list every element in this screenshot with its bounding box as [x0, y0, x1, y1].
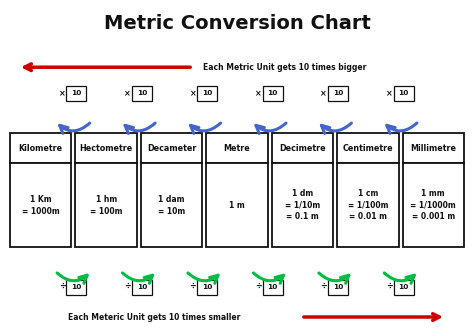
- Text: 10: 10: [333, 284, 343, 290]
- Text: 10: 10: [398, 284, 409, 290]
- Text: ÷: ÷: [386, 282, 392, 291]
- FancyBboxPatch shape: [393, 86, 414, 101]
- Text: ÷: ÷: [320, 282, 327, 291]
- Text: 10: 10: [398, 90, 409, 96]
- FancyBboxPatch shape: [132, 279, 152, 294]
- Text: 1 m: 1 m: [229, 201, 245, 210]
- FancyBboxPatch shape: [263, 279, 283, 294]
- Text: ÷: ÷: [124, 282, 131, 291]
- Text: 1 hm
= 100m: 1 hm = 100m: [90, 195, 122, 215]
- Text: 10: 10: [267, 90, 278, 96]
- FancyBboxPatch shape: [337, 133, 399, 163]
- FancyBboxPatch shape: [66, 86, 86, 101]
- FancyBboxPatch shape: [272, 163, 333, 247]
- Text: Decameter: Decameter: [147, 144, 196, 153]
- FancyBboxPatch shape: [206, 163, 268, 247]
- FancyBboxPatch shape: [328, 279, 348, 294]
- Text: 10: 10: [137, 90, 147, 96]
- Text: 10: 10: [333, 90, 343, 96]
- FancyBboxPatch shape: [393, 279, 414, 294]
- Text: 10: 10: [202, 284, 212, 290]
- Text: 1 Km
= 1000m: 1 Km = 1000m: [22, 195, 60, 215]
- Text: Metric Conversion Chart: Metric Conversion Chart: [103, 14, 371, 33]
- Text: 10: 10: [202, 90, 212, 96]
- Text: 10: 10: [71, 90, 82, 96]
- Text: 10: 10: [71, 284, 82, 290]
- Text: ×: ×: [320, 89, 327, 98]
- FancyBboxPatch shape: [337, 163, 399, 247]
- Text: Metre: Metre: [224, 144, 250, 153]
- Text: ×: ×: [59, 89, 65, 98]
- FancyBboxPatch shape: [132, 86, 152, 101]
- FancyBboxPatch shape: [328, 86, 348, 101]
- FancyBboxPatch shape: [66, 279, 86, 294]
- FancyBboxPatch shape: [10, 163, 72, 247]
- FancyBboxPatch shape: [263, 86, 283, 101]
- FancyBboxPatch shape: [402, 133, 464, 163]
- Text: Each Metric Unit gets 10 times bigger: Each Metric Unit gets 10 times bigger: [203, 63, 366, 72]
- FancyBboxPatch shape: [75, 133, 137, 163]
- Text: ÷: ÷: [190, 282, 196, 291]
- FancyBboxPatch shape: [197, 86, 217, 101]
- FancyBboxPatch shape: [197, 279, 217, 294]
- Text: 1 dam
= 10m: 1 dam = 10m: [158, 195, 185, 215]
- Text: ÷: ÷: [255, 282, 262, 291]
- FancyBboxPatch shape: [206, 133, 268, 163]
- Text: ÷: ÷: [59, 282, 65, 291]
- Text: 1 cm
= 1/100m
= 0.01 m: 1 cm = 1/100m = 0.01 m: [347, 189, 388, 221]
- Text: ×: ×: [190, 89, 196, 98]
- FancyBboxPatch shape: [10, 133, 72, 163]
- Text: Hectometre: Hectometre: [80, 144, 133, 153]
- FancyBboxPatch shape: [272, 133, 333, 163]
- Text: Millimetre: Millimetre: [410, 144, 456, 153]
- Text: Kilometre: Kilometre: [18, 144, 63, 153]
- Text: 10: 10: [137, 284, 147, 290]
- Text: ×: ×: [124, 89, 131, 98]
- FancyBboxPatch shape: [141, 163, 202, 247]
- Text: Decimetre: Decimetre: [279, 144, 326, 153]
- FancyBboxPatch shape: [402, 163, 464, 247]
- Text: 1 mm
= 1/1000m
= 0.001 m: 1 mm = 1/1000m = 0.001 m: [410, 189, 456, 221]
- Text: 10: 10: [267, 284, 278, 290]
- Text: ×: ×: [386, 89, 392, 98]
- FancyBboxPatch shape: [141, 133, 202, 163]
- Text: 1 dm
= 1/10m
= 0.1 m: 1 dm = 1/10m = 0.1 m: [285, 189, 320, 221]
- Text: Centimetre: Centimetre: [343, 144, 393, 153]
- Text: Each Meteric Unit gets 10 times smaller: Each Meteric Unit gets 10 times smaller: [68, 313, 240, 322]
- FancyBboxPatch shape: [75, 163, 137, 247]
- Text: ×: ×: [255, 89, 262, 98]
